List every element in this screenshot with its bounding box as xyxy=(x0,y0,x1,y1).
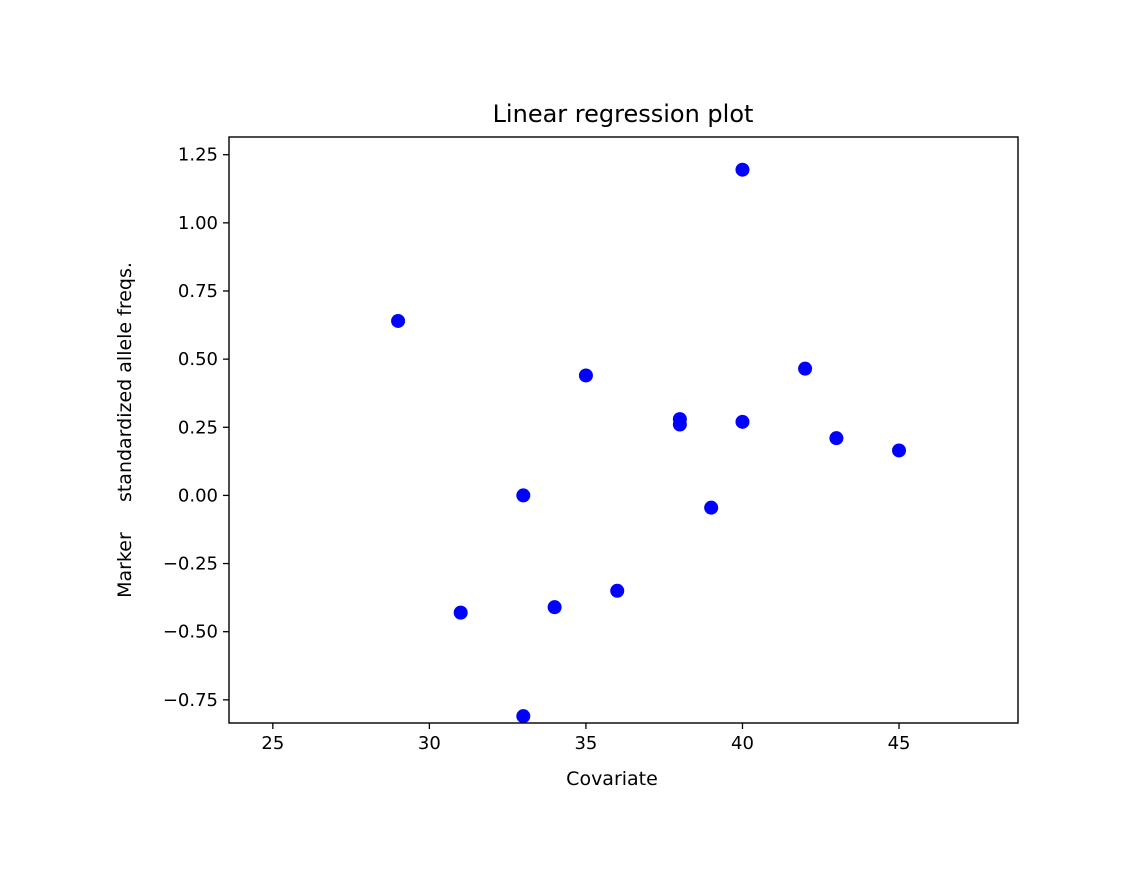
data-point xyxy=(516,709,531,724)
y-tick-label: −0.50 xyxy=(163,622,218,643)
y-axis: −0.75 −0.50 −0.25 0.00 0.25 0.50 0.75 1.00 1.25 xyxy=(163,145,229,711)
data-point xyxy=(704,500,719,515)
plot-frame xyxy=(228,136,1019,724)
data-point xyxy=(798,361,813,376)
data-point xyxy=(453,605,468,620)
y-tick-label: 0.25 xyxy=(178,417,218,438)
x-tick-label: 35 xyxy=(574,733,597,754)
data-point xyxy=(829,431,844,446)
data-point xyxy=(610,583,625,598)
x-tick-label: 25 xyxy=(261,733,284,754)
x-tick-label: 45 xyxy=(888,733,911,754)
y-tick-label: 0.50 xyxy=(178,349,218,370)
y-tick-label: 1.00 xyxy=(178,213,218,234)
data-point xyxy=(578,368,593,383)
data-point xyxy=(516,488,531,503)
chart-title: Linear regression plot xyxy=(493,100,754,128)
y-tick-label: 0.75 xyxy=(178,281,218,302)
y-tick-label: −0.75 xyxy=(163,690,218,711)
y-tick-label: 0.00 xyxy=(178,485,218,506)
data-point xyxy=(391,313,406,328)
x-tick-label: 30 xyxy=(418,733,441,754)
x-axis-label: Covariate xyxy=(566,768,658,790)
x-axis: 25 30 35 40 45 xyxy=(261,723,910,754)
data-point xyxy=(672,417,687,432)
data-point xyxy=(892,443,907,458)
y-tick-label: 1.25 xyxy=(178,145,218,166)
y-axis-label: Marker standardized allele freqs. xyxy=(114,262,136,598)
data-point xyxy=(735,162,750,177)
data-point xyxy=(547,600,562,615)
data-points xyxy=(391,162,907,724)
x-tick-label: 40 xyxy=(731,733,754,754)
data-point xyxy=(735,414,750,429)
y-tick-label: −0.25 xyxy=(163,554,218,575)
